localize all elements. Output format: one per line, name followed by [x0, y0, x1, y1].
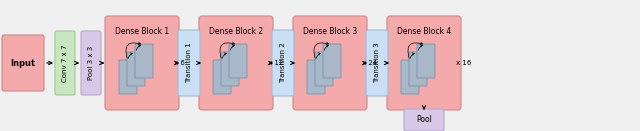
FancyBboxPatch shape [135, 44, 153, 78]
FancyBboxPatch shape [2, 35, 44, 91]
FancyBboxPatch shape [387, 16, 461, 110]
Text: x 24: x 24 [362, 60, 377, 66]
FancyBboxPatch shape [272, 30, 294, 96]
Text: Dense Block 1: Dense Block 1 [115, 27, 169, 36]
FancyBboxPatch shape [315, 52, 333, 86]
FancyBboxPatch shape [119, 60, 137, 94]
FancyBboxPatch shape [323, 44, 341, 78]
FancyBboxPatch shape [221, 52, 239, 86]
FancyBboxPatch shape [81, 31, 101, 95]
Text: Transition 1: Transition 1 [186, 43, 192, 83]
Text: Pool: Pool [416, 116, 432, 124]
Text: Dense Block 2: Dense Block 2 [209, 27, 263, 36]
FancyBboxPatch shape [404, 109, 444, 131]
Text: x 12: x 12 [268, 60, 284, 66]
Text: x 16: x 16 [456, 60, 472, 66]
FancyBboxPatch shape [127, 52, 145, 86]
FancyBboxPatch shape [55, 31, 75, 95]
FancyBboxPatch shape [229, 44, 247, 78]
Text: x 6: x 6 [174, 60, 185, 66]
FancyBboxPatch shape [366, 30, 388, 96]
Text: Input: Input [10, 59, 36, 67]
Text: Dense Block 3: Dense Block 3 [303, 27, 357, 36]
Text: Pool 3 x 3: Pool 3 x 3 [88, 46, 94, 80]
FancyBboxPatch shape [178, 30, 200, 96]
FancyBboxPatch shape [199, 16, 273, 110]
FancyBboxPatch shape [307, 60, 325, 94]
FancyBboxPatch shape [213, 60, 231, 94]
FancyBboxPatch shape [409, 52, 427, 86]
Text: Dense Block 4: Dense Block 4 [397, 27, 451, 36]
FancyBboxPatch shape [417, 44, 435, 78]
Text: Conv 7 x 7: Conv 7 x 7 [62, 44, 68, 82]
FancyBboxPatch shape [401, 60, 419, 94]
FancyBboxPatch shape [293, 16, 367, 110]
Text: Transition 2: Transition 2 [280, 43, 286, 83]
FancyBboxPatch shape [105, 16, 179, 110]
Text: Transition 3: Transition 3 [374, 43, 380, 83]
